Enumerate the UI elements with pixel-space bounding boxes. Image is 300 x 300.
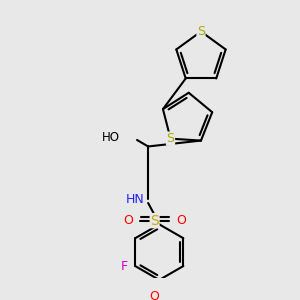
Text: F: F — [121, 260, 128, 272]
Text: O: O — [150, 290, 160, 300]
Text: S: S — [167, 132, 175, 145]
Text: O: O — [176, 214, 186, 227]
Text: S: S — [197, 25, 205, 38]
Text: HO: HO — [102, 131, 120, 144]
Text: O: O — [123, 214, 133, 227]
Text: S: S — [150, 214, 159, 228]
Text: HN: HN — [126, 193, 144, 206]
